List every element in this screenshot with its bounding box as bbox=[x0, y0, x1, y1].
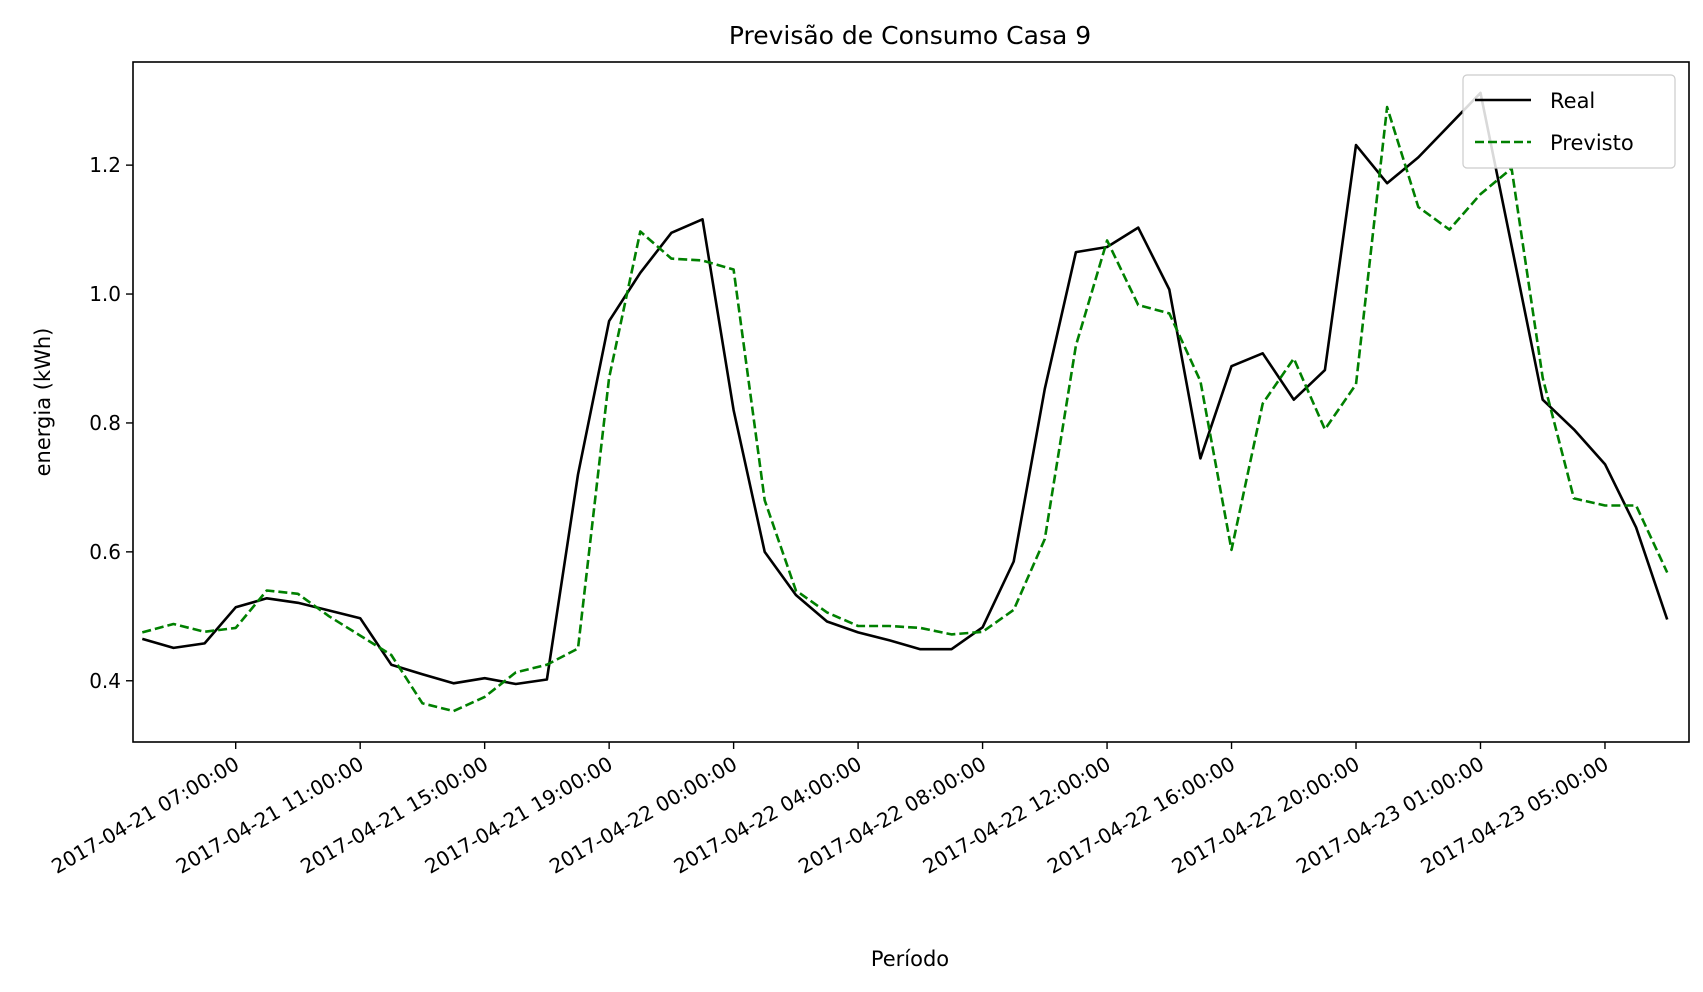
y-tick-label: 1.0 bbox=[89, 282, 121, 306]
legend-label-real: Real bbox=[1550, 89, 1595, 113]
y-tick-label: 0.6 bbox=[89, 540, 121, 564]
y-tick-label: 0.8 bbox=[89, 411, 121, 435]
series-layer bbox=[141, 91, 1669, 713]
y-axis: 0.4 0.6 0.8 1.0 1.2 bbox=[89, 153, 133, 693]
y-axis-title: energia (kWh) bbox=[31, 328, 55, 477]
legend-box bbox=[1462, 74, 1676, 169]
chart-title: Previsão de Consumo Casa 9 bbox=[729, 21, 1091, 50]
y-tick-label: 0.4 bbox=[89, 669, 121, 693]
plot-area-frame bbox=[132, 61, 1690, 743]
series-line-previsto bbox=[141, 105, 1669, 713]
legend-label-previsto: Previsto bbox=[1550, 131, 1634, 155]
y-tick-label: 1.2 bbox=[89, 153, 121, 177]
x-axis-title: Período bbox=[871, 947, 949, 971]
series-line-real bbox=[141, 91, 1669, 686]
legend: Real Previsto bbox=[1462, 74, 1676, 169]
